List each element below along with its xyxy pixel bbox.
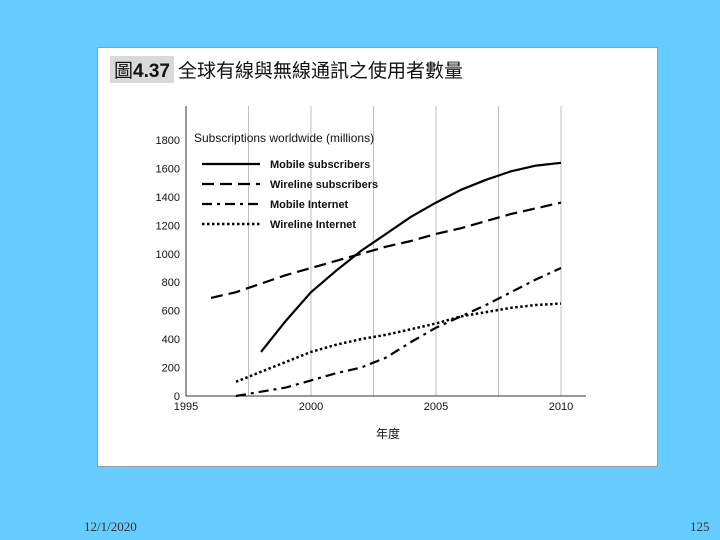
figure-number: 4.37 (133, 61, 170, 82)
slide-date: 12/1/2020 (84, 519, 137, 534)
figure-label-box: 圖4.37 (110, 56, 174, 83)
series-lines (210, 161, 562, 398)
chart-title: Subscriptions worldwide (millions) (194, 131, 374, 145)
legend-label: Mobile subscribers (270, 159, 370, 171)
y-tick-label: 600 (162, 306, 180, 318)
x-tick-labels: 1995 2000 2005 2010 (174, 401, 573, 413)
legend: Mobile subscribers Wireline subscribers Mo… (202, 159, 378, 231)
y-tick-label: 0 (174, 391, 180, 403)
line-chart: 0 200 400 600 800 1000 1200 1400 1600 1800 1995 20… (156, 106, 586, 441)
gridlines (248, 106, 562, 396)
x-axis-label: 年度 (376, 426, 400, 441)
y-tick-label: 1800 (156, 135, 180, 147)
legend-label: Wireline Internet (270, 219, 356, 231)
x-tick-label: 2010 (549, 401, 573, 413)
figure-caption: 圖4.37 全球有線與無線通訊之使用者數量 (110, 56, 463, 83)
y-tick-label: 200 (162, 363, 180, 375)
series-line-1 (260, 161, 562, 353)
series-line-2 (210, 201, 562, 299)
figure-title: 全球有線與無線通訊之使用者數量 (178, 60, 464, 82)
figure-label: 圖 (114, 60, 134, 82)
y-tick-label: 400 (162, 334, 180, 346)
series-line-3 (235, 266, 562, 398)
y-tick-label: 800 (162, 277, 180, 289)
x-tick-label: 2005 (424, 401, 448, 413)
legend-label: Wireline subscribers (270, 179, 378, 191)
y-tick-label: 1200 (156, 220, 180, 232)
figure-panel: 圖4.37 全球有線與無線通訊之使用者數量 0 200 400 600 800 1000 12… (97, 47, 658, 467)
axes (185, 106, 586, 397)
legend-label: Mobile Internet (270, 199, 349, 211)
y-tick-label: 1400 (156, 192, 180, 204)
x-tick-label: 1995 (174, 401, 198, 413)
series-line-4 (235, 302, 562, 383)
slide-page-number: 125 (690, 519, 710, 534)
y-tick-label: 1000 (156, 249, 180, 261)
x-tick-label: 2000 (299, 401, 323, 413)
y-tick-label: 1600 (156, 163, 180, 175)
y-tick-labels: 0 200 400 600 800 1000 1200 1400 1600 1800 (156, 135, 180, 403)
